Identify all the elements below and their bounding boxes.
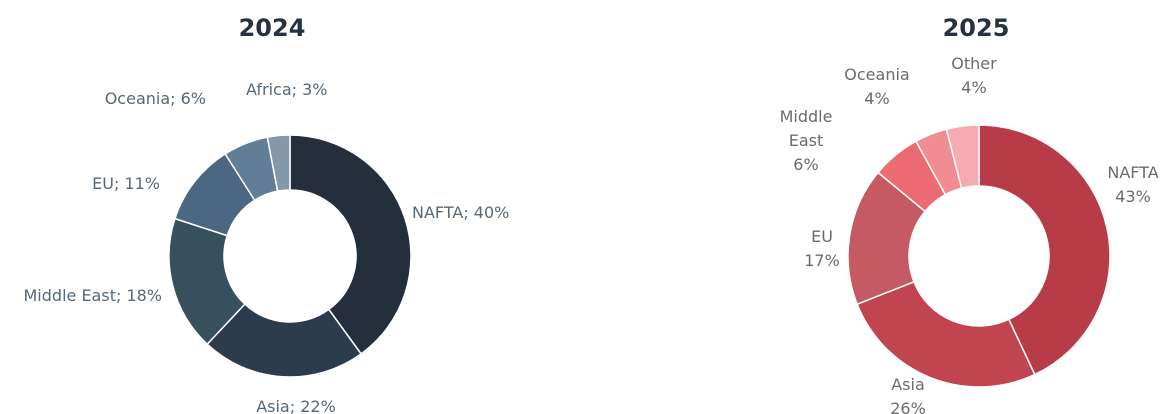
- slice-label-eu: EU 17%: [804, 227, 840, 270]
- slice-label-asia: Asia; 22%: [256, 397, 336, 414]
- chart-title-2024: 2024: [239, 14, 306, 42]
- donut-slice-nafta: [289, 134, 412, 355]
- donut-slice-other: [945, 124, 980, 190]
- slice-label-other: Other 4%: [951, 54, 997, 97]
- slice-label-nafta: NAFTA 43%: [1107, 163, 1158, 206]
- slice-label-nafta: NAFTA; 40%: [412, 203, 509, 222]
- slice-label-middle-east: Middle East 6%: [780, 107, 833, 174]
- chart-title-2025: 2025: [943, 14, 1010, 42]
- donut-slice-asia: [206, 303, 363, 378]
- slice-label-asia: Asia 26%: [890, 375, 926, 414]
- slice-label-oceania: Oceania; 6%: [105, 89, 206, 108]
- slice-label-africa: Africa; 3%: [246, 80, 328, 99]
- slice-label-eu: EU; 11%: [92, 174, 160, 193]
- donut-chart-2024: 2024 NAFTA; 40% Asia; 22% Middle East; 18%…: [24, 14, 510, 414]
- donut-slice-asia: [856, 280, 1036, 388]
- donut-slice-nafta: [978, 124, 1111, 376]
- slice-label-middle-east: Middle East; 18%: [24, 286, 163, 305]
- donut-slice-africa: [266, 134, 291, 193]
- slice-label-oceania: Oceania 4%: [844, 65, 909, 108]
- donut-chart-2025: 2025 NAFTA 43% Asia 26% EU 17% Middle East 6% Oce…: [780, 14, 1159, 414]
